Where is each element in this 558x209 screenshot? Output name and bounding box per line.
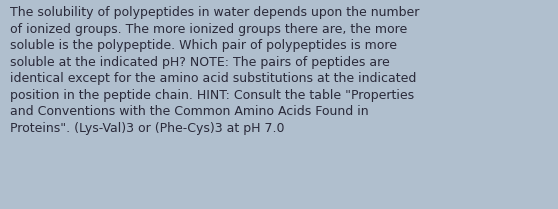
Text: The solubility of polypeptides in water depends upon the number
of ionized group: The solubility of polypeptides in water … <box>10 6 420 135</box>
